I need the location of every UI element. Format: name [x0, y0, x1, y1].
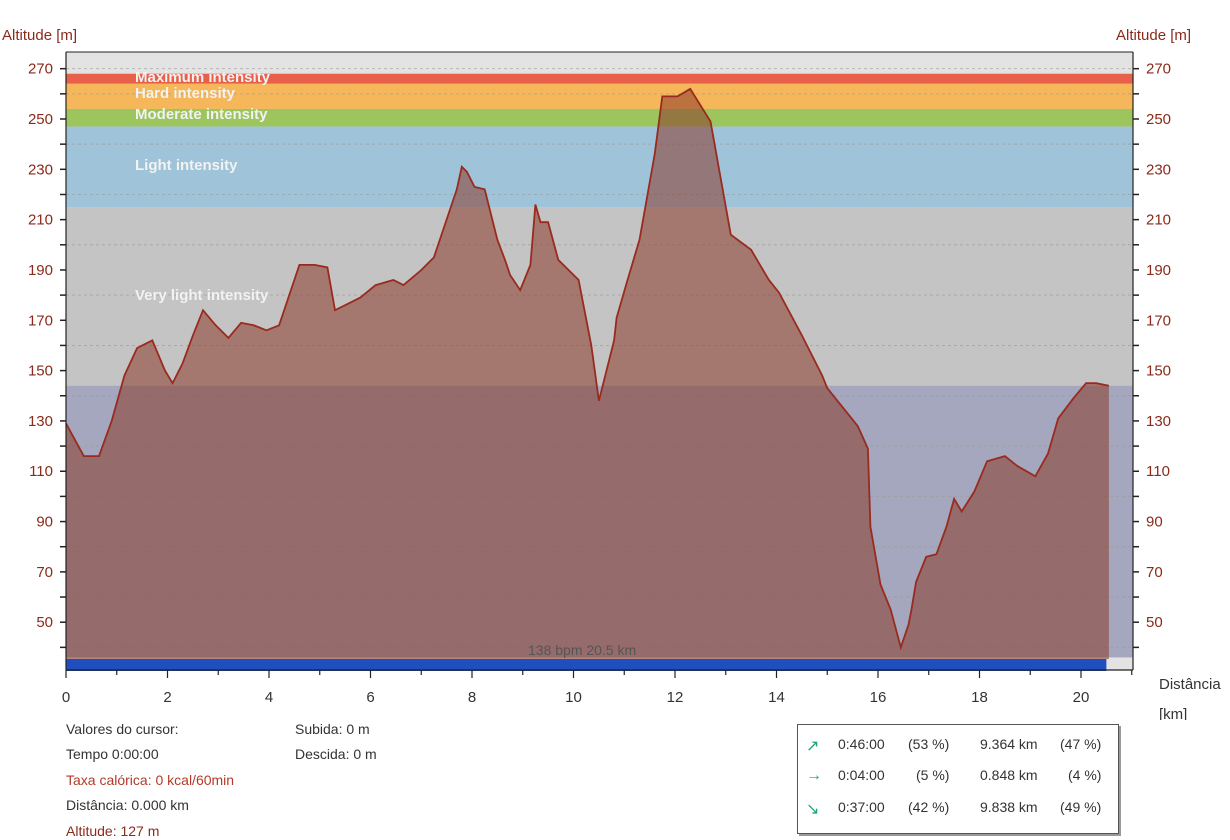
x-tick-label: 0	[62, 689, 70, 706]
y-tick-label-left: 50	[36, 614, 53, 631]
x-tick-label: 2	[163, 689, 171, 706]
cursor-ascent: Subida: 0 m	[295, 721, 370, 737]
x-axis-title-line2: [km]	[1159, 706, 1187, 720]
y-tick-label-left: 250	[28, 111, 53, 128]
y-tick-label-left: 230	[28, 161, 53, 178]
stats-time-pct: (5 %)	[916, 767, 950, 783]
stats-distance-pct: (47 %)	[1060, 736, 1102, 752]
stats-time: 0:04:00	[838, 767, 885, 783]
y-tick-label-left: 190	[28, 262, 53, 279]
cursor-values-panel: Valores do cursor: Tempo 0:00:00 Taxa ca…	[66, 718, 486, 839]
zone-band	[66, 73, 1133, 84]
stats-time: 0:46:00	[838, 736, 885, 752]
stats-row-flat: → 0:04:00 (5 %) 0.848 km (4 %)	[798, 765, 1118, 789]
y-tick-label-left: 270	[28, 61, 53, 78]
y-tick-label-right: 270	[1146, 61, 1171, 78]
y-tick-label-right: 170	[1146, 312, 1171, 329]
stats-distance: 9.838 km	[980, 799, 1038, 815]
y-tick-label-left: 90	[36, 514, 53, 531]
zone-band	[66, 108, 1133, 127]
y-tick-label-right: 150	[1146, 363, 1171, 380]
cursor-title: Valores do cursor:	[66, 721, 179, 737]
stats-time: 0:37:00	[838, 799, 885, 815]
cursor-distance: Distância: 0.000 km	[66, 797, 189, 813]
arrow-down-right-icon: ↘	[806, 801, 820, 818]
stats-distance-pct: (49 %)	[1060, 799, 1102, 815]
x-tick-label: 10	[565, 689, 582, 706]
cursor-calories: Taxa calórica: 0 kcal/60min	[66, 772, 235, 788]
y-tick-label-left: 150	[28, 363, 53, 380]
heart-rate-band: 138 bpm 20.5 km	[66, 642, 1107, 671]
altitude-area	[65, 87, 1110, 660]
y-tick-label-left: 110	[29, 463, 53, 480]
stats-distance: 9.364 km	[980, 736, 1038, 752]
x-tick-label: 8	[468, 689, 476, 706]
y-axis-title-left: Altitude [m]	[2, 27, 77, 44]
altitude-line	[65, 87, 1110, 651]
arrow-right-icon: →	[806, 767, 822, 784]
y-tick-label-left: 130	[28, 413, 53, 430]
y-tick-label-right: 190	[1146, 262, 1171, 279]
x-axis-title-line1: Distância	[1159, 676, 1221, 693]
heart-rate-label: 138 bpm 20.5 km	[528, 642, 636, 658]
cursor-descent: Descida: 0 m	[295, 746, 377, 762]
stats-row-downhill: ↘ 0:37:00 (42 %) 9.838 km (49 %)	[798, 797, 1118, 821]
zone-label: Hard intensity	[135, 85, 236, 102]
altitude-area-fill	[66, 88, 1109, 660]
heart-rate-bar	[66, 659, 1107, 671]
cursor-time: Tempo 0:00:00	[66, 746, 159, 762]
y-tick-label-right: 210	[1146, 212, 1171, 229]
stats-row-uphill: ↗ 0:46:00 (53 %) 9.364 km (47 %)	[798, 734, 1118, 758]
x-tick-label: 20	[1073, 689, 1090, 706]
y-tick-label-right: 250	[1146, 111, 1171, 128]
stats-distance-pct: (4 %)	[1068, 767, 1102, 783]
zone-band	[66, 126, 1133, 208]
y-tick-label-right: 90	[1146, 514, 1163, 531]
y-tick-label-left: 70	[36, 564, 53, 581]
y-tick-label-right: 70	[1146, 564, 1163, 581]
split-stats-box: ↗ 0:46:00 (53 %) 9.364 km (47 %) → 0:04:…	[797, 724, 1119, 834]
x-tick-label: 6	[366, 689, 374, 706]
y-tick-label-left: 170	[28, 312, 53, 329]
stats-time-pct: (53 %)	[908, 736, 950, 752]
zone-label: Very light intensity	[135, 287, 269, 304]
y-tick-label-left: 210	[28, 212, 53, 229]
stats-time-pct: (42 %)	[908, 799, 950, 815]
x-tick-label: 14	[768, 689, 785, 706]
arrow-up-right-icon: ↗	[806, 738, 820, 755]
x-tick-label: 18	[971, 689, 988, 706]
y-tick-label-right: 50	[1146, 614, 1163, 631]
x-tick-label: 16	[870, 689, 887, 706]
cursor-altitude: Altitude: 127 m	[66, 823, 160, 839]
y-axis-title-right: Altitude [m]	[1116, 27, 1191, 44]
y-tick-label-right: 130	[1146, 413, 1171, 430]
zone-label: Maximum intensity	[135, 69, 271, 86]
zone-label: Light intensity	[135, 157, 238, 174]
zone-band	[66, 83, 1133, 109]
y-tick-label-right: 230	[1146, 161, 1171, 178]
x-tick-label: 4	[265, 689, 273, 706]
x-tick-label: 12	[667, 689, 684, 706]
y-tick-label-right: 110	[1146, 463, 1170, 480]
zone-label: Moderate intensity	[135, 106, 268, 123]
stats-distance: 0.848 km	[980, 767, 1038, 783]
